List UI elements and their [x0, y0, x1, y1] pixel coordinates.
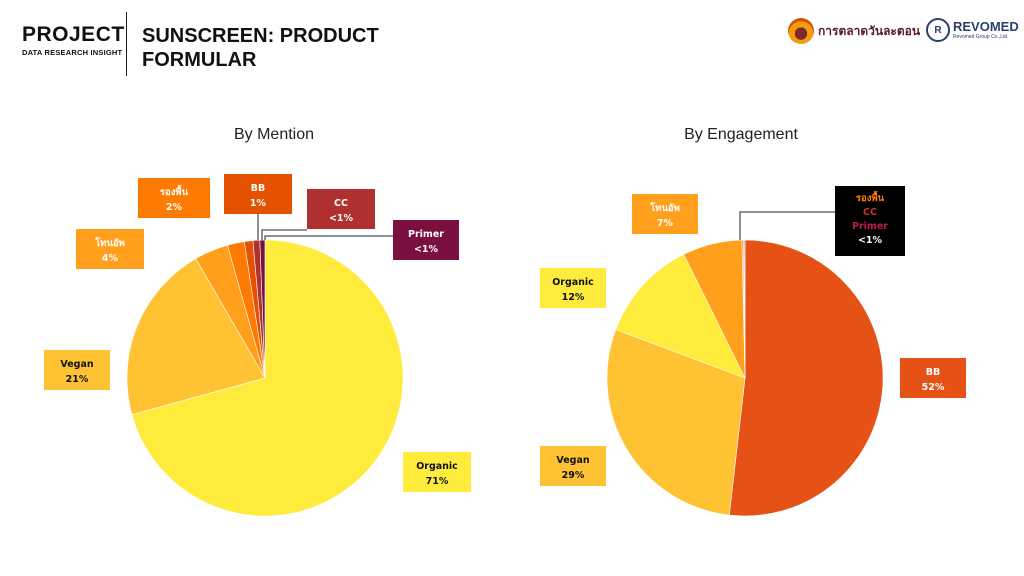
data-value-mention-bb: 1% — [250, 198, 267, 209]
data-label-engagement-vegan: Vegan — [556, 455, 589, 466]
data-label-mention-primer: Primer — [408, 229, 444, 240]
data-value-engagement-organic: 12% — [562, 292, 585, 303]
pie-slice-mention-organic — [131, 239, 404, 517]
label-box-engagement-vegan — [540, 446, 606, 486]
revomed-logo-icon: R — [926, 18, 950, 42]
data-label-engagement-cc: CC — [863, 207, 877, 218]
pie-mention: Organic 71% Vegan 21% โทนอัพ 4% รองพื้น 2% BB 1% C… — [44, 174, 471, 517]
data-value-mention-item-2: 4% — [102, 253, 119, 264]
data-value-mention-organic: 71% — [426, 476, 449, 487]
data-label-mention-item-2: โทนอัพ — [94, 237, 125, 249]
data-label-engagement-item-3: โทนอัพ — [649, 202, 680, 214]
data-value-mention-item-3: 2% — [166, 202, 183, 213]
pie-slice-engagement-bb — [728, 239, 884, 517]
label-box-mention-vegan — [44, 350, 110, 390]
pie-slice-engagement-vegan — [606, 329, 746, 516]
page-title: SUNSCREEN: PRODUCT FORMULAR — [142, 24, 379, 72]
label-box-mention-primer — [393, 220, 459, 260]
data-value-engagement-bb: 52% — [922, 382, 945, 393]
data-value-engagement-minor: <1% — [858, 235, 883, 246]
data-label-engagement-bb: BB — [926, 367, 940, 378]
label-box-mention-cc — [307, 189, 375, 229]
label-box-mention-item-2 — [76, 229, 144, 269]
data-value-mention-primer: <1% — [414, 244, 439, 255]
chart-title-mention: By Mention — [234, 126, 314, 143]
chart-title-engagement: By Engagement — [684, 126, 798, 143]
brand-logo-2-sub: Revomed Group Co.,Ltd. — [953, 34, 1009, 40]
data-label-mention-vegan: Vegan — [60, 359, 93, 370]
pie-slice-mention-vegan — [126, 258, 266, 416]
data-label-engagement-organic: Organic — [552, 277, 594, 288]
sunburst-logo-icon — [788, 18, 814, 44]
label-box-mention-organic — [403, 452, 471, 492]
brand-logo-1-text: การตลาดวันละตอน — [818, 23, 921, 38]
data-value-mention-vegan: 21% — [66, 374, 89, 385]
project-header: PROJECT DATA RESEARCH INSIGHT — [22, 23, 125, 58]
brand-logo-2: R REVOMED Revomed Group Co.,Ltd. — [926, 18, 1019, 42]
label-box-engagement-bb — [900, 358, 966, 398]
data-label-engagement-item-4: รองพื้น — [856, 190, 885, 204]
label-box-mention-bb — [224, 174, 292, 214]
project-title: PROJECT — [22, 23, 125, 46]
brand-logo-2-name: REVOMED — [953, 19, 1019, 34]
brand-logo-1: การตลาดวันละตอน — [788, 18, 920, 44]
label-box-engagement-organic — [540, 268, 606, 308]
data-value-engagement-item-3: 7% — [657, 218, 674, 229]
leader-line-engagement-4 — [739, 211, 835, 240]
data-label-mention-cc: CC — [334, 198, 348, 209]
label-box-mention-item-3 — [138, 178, 210, 218]
pie-engagement: BB 52% Vegan 29% Organic 12% โทนอัพ 7% รองพื้น CC… — [540, 186, 966, 517]
data-label-mention-item-3: รองพื้น — [160, 184, 189, 198]
leader-line-mention-5 — [261, 229, 307, 240]
label-box-engagement-item-3 — [632, 194, 698, 234]
data-label-engagement-primer: Primer — [852, 221, 888, 232]
pie-slice-engagement-primer — [743, 239, 746, 379]
pie-slice-engagement-organic — [615, 253, 746, 379]
page-title-line1: SUNSCREEN: PRODUCT — [142, 25, 379, 47]
data-label-mention-organic: Organic — [416, 461, 458, 472]
data-value-mention-cc: <1% — [329, 213, 354, 224]
data-label-mention-bb: BB — [251, 183, 265, 194]
leader-line-mention-6 — [264, 235, 393, 240]
project-subtitle: DATA RESEARCH INSIGHT — [22, 48, 123, 57]
header-divider — [126, 12, 127, 76]
data-value-engagement-vegan: 29% — [562, 470, 585, 481]
page-title-line2: FORMULAR — [142, 49, 257, 71]
label-box-engagement-minor — [835, 186, 905, 256]
